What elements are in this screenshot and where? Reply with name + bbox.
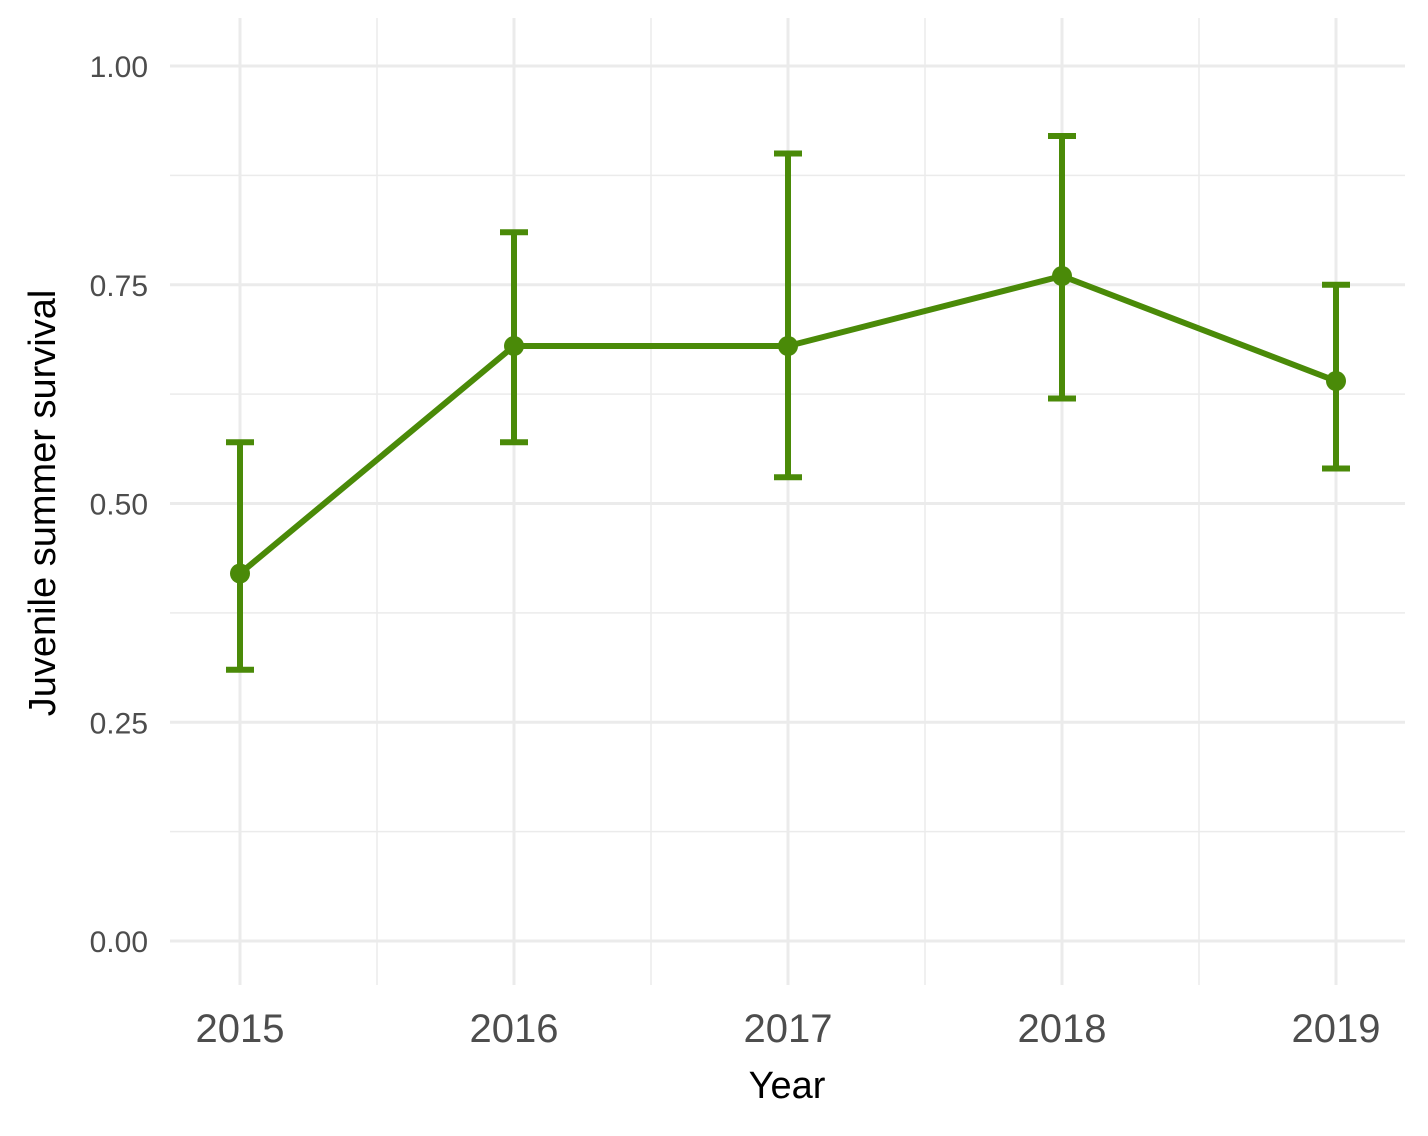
data-point	[778, 336, 798, 356]
data-series	[226, 133, 1350, 673]
data-point	[504, 336, 524, 356]
y-tick-label: 0.00	[90, 926, 148, 959]
data-point	[1052, 266, 1072, 286]
x-axis-ticks: 2015 2016 2017 2018 2019	[196, 1007, 1381, 1051]
x-tick-label: 2019	[1292, 1007, 1381, 1051]
x-tick-label: 2018	[1018, 1007, 1107, 1051]
y-tick-label: 0.75	[90, 270, 148, 303]
y-axis-title: Juvenile summer survival	[22, 290, 64, 717]
data-point	[230, 563, 250, 584]
error-bar	[774, 150, 802, 481]
x-axis-title: Year	[749, 1065, 826, 1107]
x-tick-label: 2016	[470, 1007, 559, 1051]
y-tick-label: 0.25	[90, 707, 148, 740]
grid-lines	[170, 18, 1405, 985]
data-point	[1326, 371, 1346, 391]
y-tick-label: 0.50	[90, 489, 148, 522]
y-tick-label: 1.00	[90, 51, 148, 84]
x-tick-label: 2017	[744, 1007, 833, 1051]
x-tick-label: 2015	[196, 1007, 285, 1051]
error-bar	[226, 439, 254, 673]
y-axis-ticks: 0.00 0.25 0.50 0.75 1.00	[90, 51, 148, 959]
